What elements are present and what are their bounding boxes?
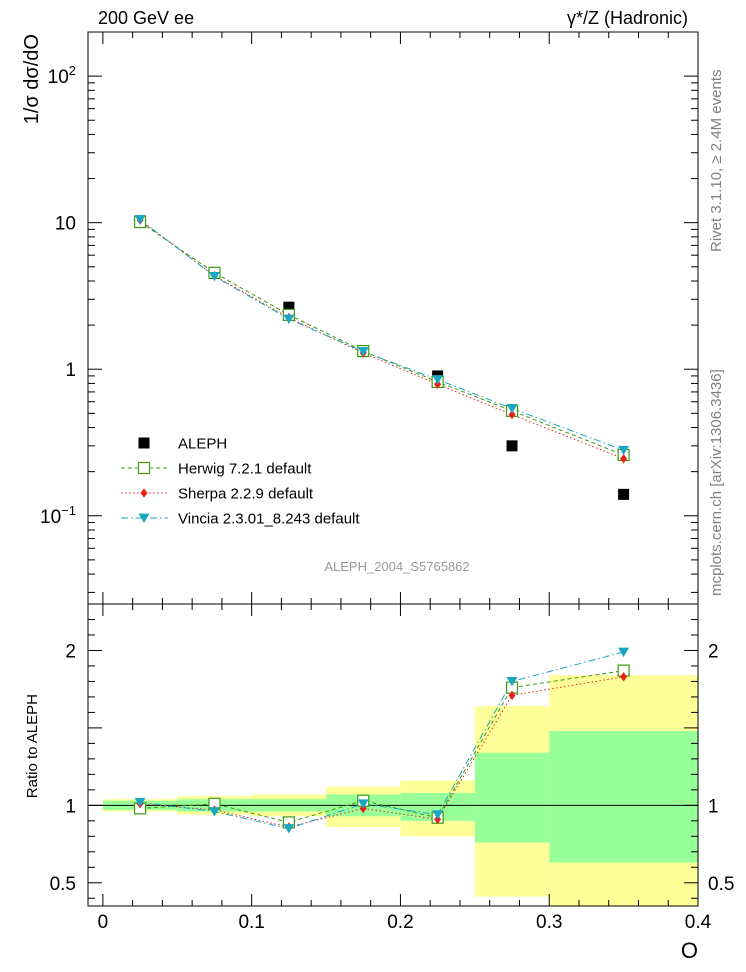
legend: ALEPH Herwig 7.2.1 default Sherpa 2.2.9 de… xyxy=(121,436,360,528)
y-tick-label: 1 xyxy=(65,360,76,381)
y-tick-label: 102 xyxy=(48,63,76,88)
vincia-2-3-01-8-243-default-ratio-point xyxy=(134,797,146,808)
main-plot-area xyxy=(88,32,698,604)
ratio-panel-frame xyxy=(87,603,699,907)
vincia-2-3-01-8-243-default-ratio-point xyxy=(357,799,369,809)
legend-marker xyxy=(138,437,150,449)
vincia-2-3-01-8-243-default-ratio-point xyxy=(618,647,630,657)
vincia-2-3-01-8-243-default-point xyxy=(618,445,630,456)
vincia-2-3-01-8-243-default-ratio-point xyxy=(506,677,518,687)
y-axis-label: 1/σ dσ/dO xyxy=(21,34,43,124)
sherpa-2-2-9-default-ratio-point xyxy=(508,690,516,701)
header-right-label: γ*/Z (Hadronic) xyxy=(566,8,688,28)
ratio-y-tick-label-left: 0.5 xyxy=(50,874,76,895)
vincia-2-3-01-8-243-default-point xyxy=(357,347,369,357)
x-tick-label: 0.2 xyxy=(387,912,413,933)
ratio-series-layer xyxy=(133,647,630,834)
ratio-uncertainty-bands xyxy=(102,675,698,906)
vincia-2-3-01-8-243-default-point xyxy=(208,271,220,282)
x-axis-label: O xyxy=(681,938,698,963)
green-uncertainty-band xyxy=(474,752,550,843)
legend-label: Vincia 2.3.01_8.243 default xyxy=(178,511,360,528)
sherpa-2-2-9-default-point xyxy=(620,454,628,464)
ratio-y-tick-label-left: 1 xyxy=(65,796,76,817)
green-uncertainty-band xyxy=(549,730,698,863)
x-tick-label: 0.1 xyxy=(238,912,264,933)
vincia-2-3-01-8-243-default-ratio-point xyxy=(283,824,295,834)
ratio-y-tick-label-right: 0.5 xyxy=(708,874,734,895)
analysis-watermark: ALEPH_2004_S5765862 xyxy=(324,559,469,574)
ratio-y-tick-label-right: 1 xyxy=(708,796,719,817)
x-tick-label: 0.3 xyxy=(536,912,562,933)
main-panel-background xyxy=(88,32,698,604)
legend-marker xyxy=(140,488,148,498)
y-tick-label: 10−1 xyxy=(40,503,76,528)
header-left-label: 200 GeV ee xyxy=(98,8,195,28)
legend-marker xyxy=(137,461,151,475)
legend-label: Sherpa 2.2.9 default xyxy=(178,486,314,503)
aleph-point xyxy=(618,488,630,500)
axis-ticks xyxy=(88,31,699,906)
vincia-2-3-01-8-243-default-ratio-point xyxy=(208,807,220,817)
x-tick-label: 0.4 xyxy=(685,912,712,933)
aleph-point xyxy=(506,440,518,452)
ratio-y-axis-label: Ratio to ALEPH xyxy=(24,694,41,798)
panel-frames xyxy=(87,31,699,907)
ratio-y-tick-label-right: 2 xyxy=(708,641,719,662)
vincia-2-3-01-8-243-default-point xyxy=(432,375,444,385)
vincia-2-3-01-8-243-default-ratio-point xyxy=(432,810,444,820)
legend-marker xyxy=(138,513,150,523)
legend-label: ALEPH xyxy=(178,436,227,453)
x-tick-label: 0 xyxy=(98,912,109,933)
legend-label: Herwig 7.2.1 default xyxy=(178,461,312,478)
aleph-point xyxy=(283,301,295,313)
sherpa-2-2-9-default-ratio-point xyxy=(620,672,628,682)
main-series-layer xyxy=(133,215,630,500)
vincia-2-3-01-8-243-default-point xyxy=(134,215,146,225)
vincia-2-3-01-8-243-default-point xyxy=(283,314,295,324)
y-tick-label: 10 xyxy=(55,214,76,235)
sherpa-2-2-9-default-point xyxy=(508,409,516,420)
ratio-y-tick-label-left: 2 xyxy=(65,641,76,662)
vincia-2-3-01-8-243-default-point xyxy=(506,404,518,414)
